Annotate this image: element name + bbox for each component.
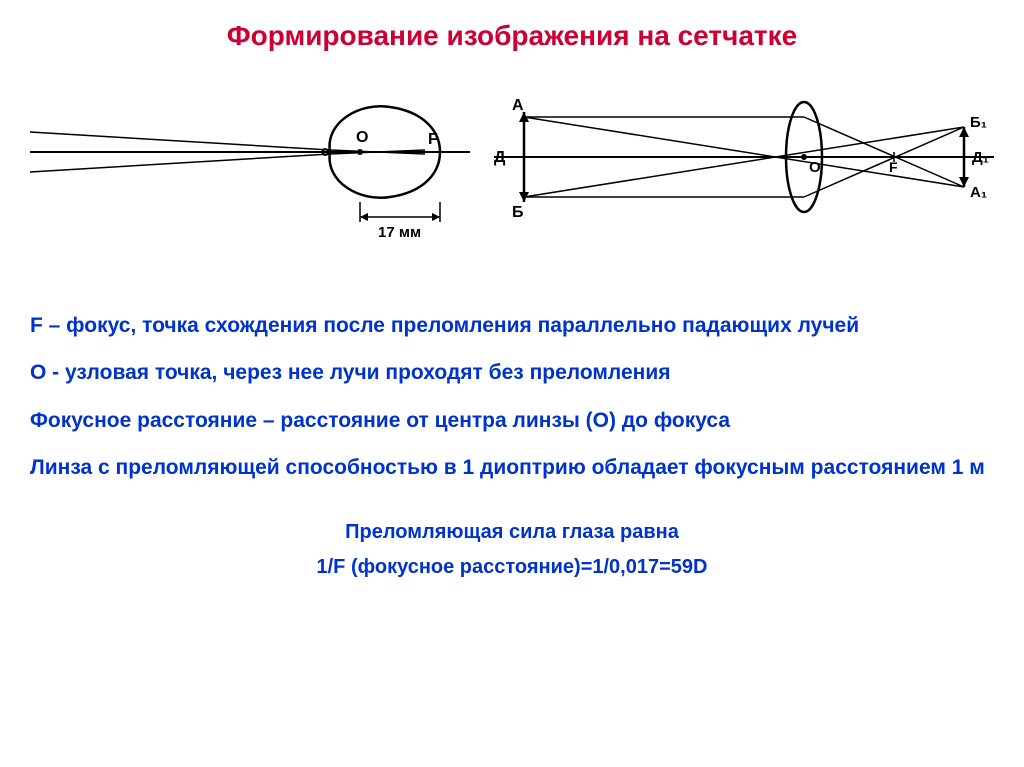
def-diopter: Линза с преломляющей способностью в 1 ди…	[30, 454, 994, 481]
label-D: Д	[494, 149, 506, 166]
label-B1: Б₁	[970, 114, 987, 131]
footer-formula: 1/F (фокусное расстояние)=1/0,017=59D	[30, 556, 994, 579]
footer-power: Преломляющая сила глаза равна	[30, 521, 994, 544]
eye-diagram: О F 17 мм	[30, 82, 470, 262]
definitions-block: F – фокус, точка схождения после преломл…	[30, 312, 994, 481]
footer-block: Преломляющая сила глаза равна 1/F (фокус…	[30, 521, 994, 579]
lens-diagram: А Д Б О Б₁ Д₁ А₁ F	[494, 82, 994, 262]
dimension-label: 17 мм	[378, 224, 421, 241]
label-A1: А₁	[970, 184, 987, 201]
label-D1: Д₁	[972, 149, 989, 166]
label-O: О	[356, 129, 368, 146]
page-title: Формирование изображения на сетчатке	[30, 20, 994, 52]
label-F: F	[428, 131, 438, 148]
def-focus: F – фокус, точка схождения после преломл…	[30, 312, 994, 339]
def-nodal: О - узловая точка, через нее лучи проход…	[30, 359, 994, 386]
diagrams-container: О F 17 мм А Д Б О	[30, 82, 994, 262]
label-A: А	[512, 97, 524, 114]
def-focal-distance: Фокусное расстояние – расстояние от цент…	[30, 407, 994, 434]
label-O-lens: О	[809, 159, 821, 176]
label-B: Б	[512, 204, 524, 221]
